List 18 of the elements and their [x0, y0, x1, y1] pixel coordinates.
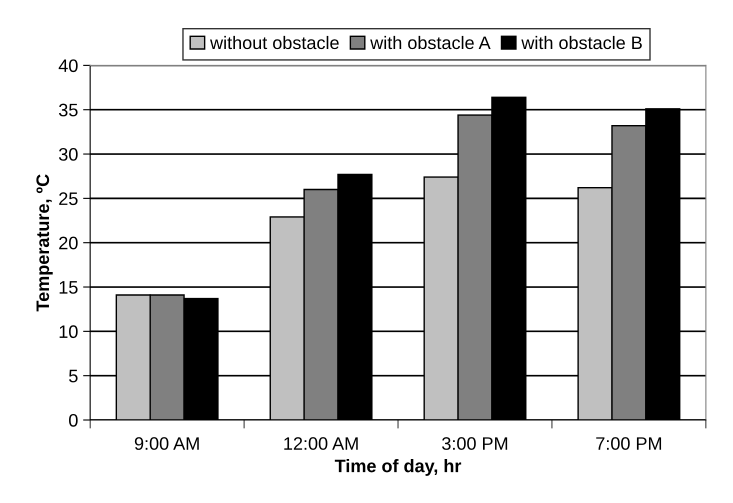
y-tick-label: 20	[59, 236, 78, 250]
x-tick-label: 12:00 AM	[284, 437, 358, 450]
legend-label: with obstacle B	[521, 36, 642, 50]
y-axis-title: Temperature, ºC	[36, 174, 53, 312]
x-axis-title: Time of day, hr	[334, 459, 462, 476]
y-tick-label: 10	[60, 325, 78, 338]
y-tick-label: 25	[59, 192, 78, 206]
y-tick-label: 15	[60, 281, 78, 294]
y-tick-label: 0	[69, 414, 78, 427]
x-tick-label: 7:00 PM	[596, 437, 662, 450]
x-tick-label: 9:00 AM	[134, 437, 199, 450]
y-tick-label: 35	[58, 104, 78, 116]
legend-label: without obstacle	[210, 36, 339, 50]
y-tick-label: 30	[58, 148, 78, 161]
x-tick-label: 3:00 PM	[442, 437, 508, 450]
y-tick-label: 5	[69, 370, 78, 382]
y-tick-label: 40	[58, 59, 78, 72]
legend-label: with obstacle A	[370, 36, 491, 50]
